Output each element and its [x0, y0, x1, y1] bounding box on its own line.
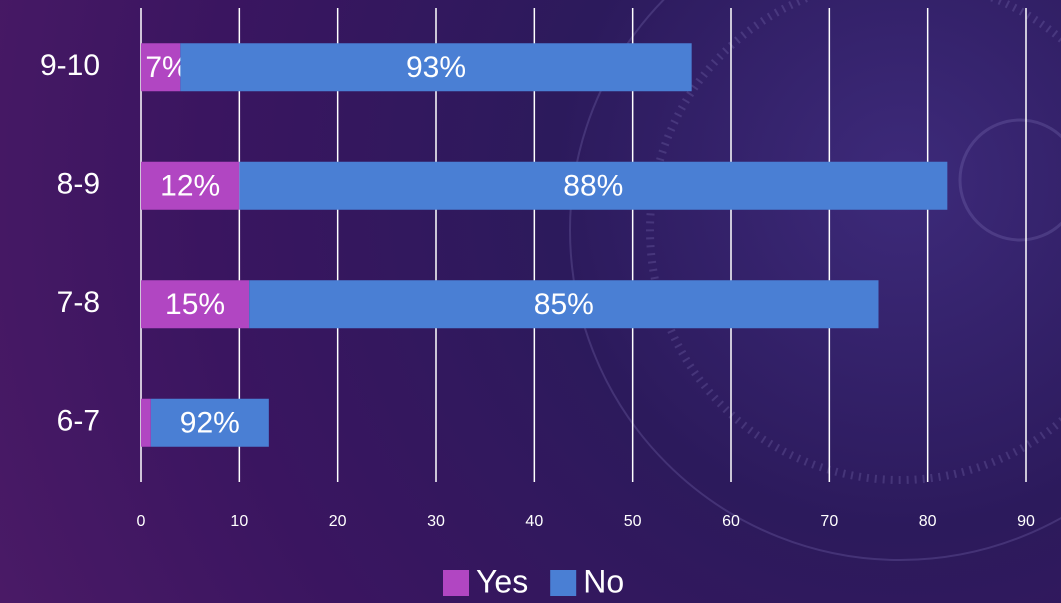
- value-label: 93%: [406, 51, 466, 84]
- value-label: 88%: [563, 170, 623, 203]
- bar-segment: [141, 399, 151, 447]
- y-tick-label: 6-7: [57, 405, 100, 438]
- chart: 0 10 20 30 40 50 60 70 80 90 6-7 92% 7-8 15% 85% 8-9 12%…: [0, 0, 1061, 603]
- legend-swatch: [443, 570, 469, 596]
- y-tick-label: 7-8: [57, 286, 100, 319]
- x-tick-label: 50: [624, 513, 642, 530]
- x-tick-label: 80: [919, 513, 937, 530]
- y-tick-label: 9-10: [40, 49, 100, 82]
- x-tick-label: 0: [137, 513, 146, 530]
- value-label: 12%: [160, 170, 220, 203]
- y-tick-label: 8-9: [57, 168, 100, 201]
- value-label: 92%: [180, 407, 240, 440]
- x-tick-label: 30: [427, 513, 445, 530]
- legend-label: Yes: [476, 563, 528, 599]
- x-tick-label: 90: [1017, 513, 1035, 530]
- legend-label: No: [583, 563, 624, 599]
- x-tick-label: 70: [820, 513, 838, 530]
- x-tick-label: 60: [722, 513, 740, 530]
- x-tick-label: 20: [329, 513, 347, 530]
- legend-swatch: [550, 570, 576, 596]
- x-tick-label: 10: [230, 513, 248, 530]
- value-label: 85%: [534, 288, 594, 321]
- x-tick-label: 40: [525, 513, 543, 530]
- value-label: 15%: [165, 288, 225, 321]
